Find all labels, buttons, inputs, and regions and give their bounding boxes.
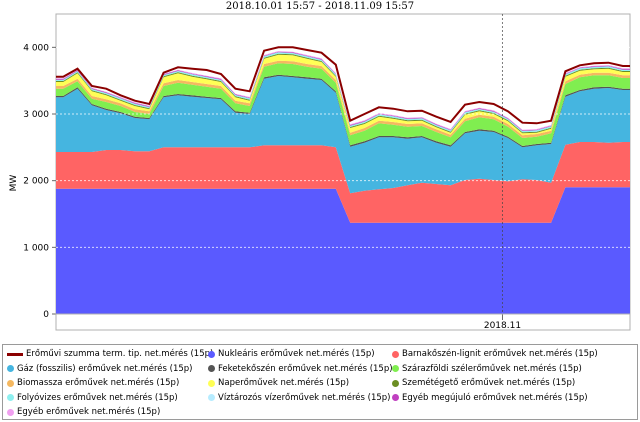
y-axis-label: MW [9, 175, 19, 192]
legend-swatch [208, 350, 215, 358]
y-tick-label: 3 000 [23, 110, 49, 120]
legend-swatch [392, 394, 399, 401]
x-axis-band [55, 313, 631, 331]
legend-label: Egyéb erőművek net.mérés (15p) [17, 407, 161, 417]
legend-item: Folyóvizes erőművek net.mérés (15p) [7, 391, 178, 405]
chart-plot: MW 0 1 000 2 000 3 000 4 000 2018.11 [9, 13, 631, 331]
area-series-1 [56, 142, 630, 223]
y-tick-label: 4 000 [23, 43, 49, 53]
legend-label: Szárazföldi szélerőművek net.mérés (15p) [402, 363, 582, 374]
area-series-6 [56, 54, 630, 136]
legend-item: Gáz (fosszilis) erőművek net.mérés (15p) [7, 362, 192, 376]
legend-item: Naperőművek net.mérés (15p) [208, 376, 349, 390]
y-tick-label: 2 000 [23, 177, 49, 187]
legend-swatch [208, 365, 215, 372]
legend-item: Nukleáris erőművek net.mérés (15p) [208, 347, 375, 361]
legend-label: Erőművi szumma term. tip. net.mérés (15p… [26, 349, 214, 359]
legend-swatch [392, 365, 399, 372]
legend-item: Egyéb erőművek net.mérés (15p) [7, 405, 160, 419]
legend-swatch [392, 379, 399, 387]
legend-swatch [7, 365, 14, 372]
legend-item: Egyéb megújuló erőművek net.mérés (15p) [392, 391, 588, 405]
legend-item: Szárazföldi szélerőművek net.mérés (15p) [392, 362, 582, 376]
area-series-2 [56, 76, 630, 194]
legend-label: Feketekőszén erőművek net.mérés (15p) [218, 363, 393, 374]
legend-item: Szemétégető erőművek net.mérés (15p) [392, 376, 575, 390]
legend-swatch [208, 379, 215, 387]
legend-item: Víztározós vízerőművek net.mérés (15p) [208, 391, 390, 405]
legend-label: Gáz (fosszilis) erőművek net.mérés (15p) [17, 363, 193, 374]
chart-title: 2018.10.01 15:57 - 2018.11.09 15:57 [225, 1, 415, 12]
legend-swatch [7, 352, 23, 356]
legend-label: Víztározós vízerőművek net.mérés (15p) [218, 392, 391, 403]
legend-swatch [7, 394, 14, 401]
legend-item: Biomassza erőművek net.mérés (15p) [7, 376, 179, 390]
legend-label: Folyóvizes erőművek net.mérés (15p) [17, 392, 178, 403]
legend-item: Erőművi szumma term. tip. net.mérés (15p… [7, 347, 213, 361]
area-series-4 [56, 63, 630, 146]
legend-label: Barnakőszén-lignit erőművek net.mérés (1… [402, 349, 598, 359]
legend-label: Naperőművek net.mérés (15p) [218, 378, 350, 388]
total-line [56, 46, 630, 125]
legend-label: Biomassza erőművek net.mérés (15p) [17, 378, 180, 388]
y-tick-label: 1 000 [23, 243, 49, 253]
x-tick-label: 2018.11 [484, 321, 521, 331]
chart-legend: Erőművi szumma term. tip. net.mérés (15p… [2, 344, 638, 420]
legend-label: Szemétégető erőművek net.mérés (15p) [402, 378, 576, 388]
area-series-0 [56, 187, 630, 314]
legend-swatch [7, 408, 14, 416]
legend-item: Barnakőszén-lignit erőművek net.mérés (1… [392, 347, 598, 361]
legend-label: Nukleáris erőművek net.mérés (15p) [218, 349, 375, 359]
y-tick-label: 0 [43, 310, 49, 320]
legend-label: Egyéb megújuló erőművek net.mérés (15p) [402, 392, 588, 403]
legend-swatch [208, 394, 215, 401]
legend-swatch [392, 350, 399, 358]
legend-swatch [7, 379, 14, 387]
legend-item: Feketekőszén erőművek net.mérés (15p) [208, 362, 393, 376]
